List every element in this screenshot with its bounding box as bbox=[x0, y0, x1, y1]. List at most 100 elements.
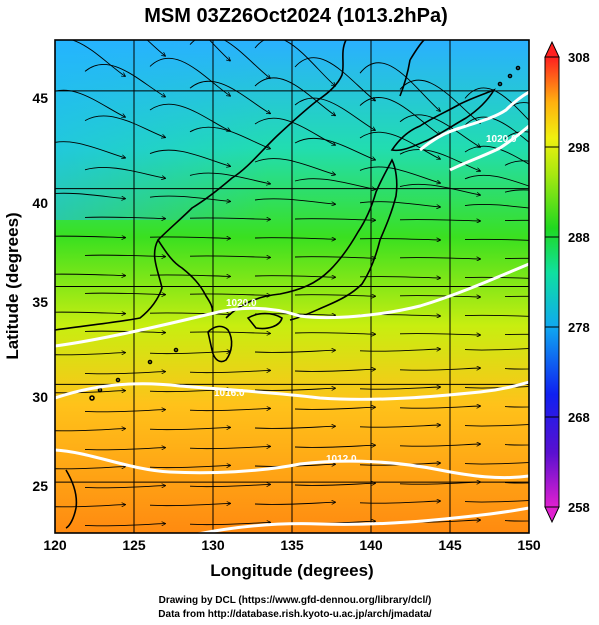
wind-streamline bbox=[464, 462, 529, 465]
wind-streamline bbox=[84, 448, 165, 451]
wind-streamline bbox=[254, 198, 335, 204]
wind-streamline bbox=[294, 369, 375, 372]
wind-streamline bbox=[399, 149, 480, 171]
wind-streamlines bbox=[55, 40, 529, 527]
wind-streamline bbox=[294, 219, 375, 221]
wind-streamline bbox=[254, 276, 335, 278]
wind-streamline bbox=[55, 353, 125, 356]
isobar-1016 bbox=[55, 380, 529, 401]
wind-streamline bbox=[464, 174, 529, 187]
wind-streamline bbox=[149, 237, 230, 239]
colorbar-tick-label: 288 bbox=[568, 230, 590, 245]
wind-streamline bbox=[84, 524, 165, 527]
wind-streamline bbox=[55, 192, 125, 198]
wind-streamline bbox=[464, 348, 529, 351]
wind-streamline bbox=[399, 295, 480, 297]
wind-streamline bbox=[359, 201, 440, 207]
isobar-label-1020-north: 1020.0 bbox=[486, 134, 517, 145]
wind-streamline bbox=[294, 257, 375, 259]
y-tick-label: 45 bbox=[32, 90, 48, 106]
wind-streamline bbox=[504, 520, 529, 522]
wind-streamline bbox=[294, 407, 375, 410]
wind-streamline bbox=[55, 40, 125, 77]
wind-streamline bbox=[254, 77, 335, 116]
credit-data-source: Data from http://database.rish.kyoto-u.a… bbox=[158, 609, 432, 620]
wind-streamline bbox=[504, 219, 529, 222]
wind-streamline bbox=[359, 349, 440, 352]
x-tick-label: 150 bbox=[517, 537, 541, 553]
wind-streamline bbox=[84, 331, 165, 333]
wind-streamline bbox=[399, 219, 480, 221]
wind-streamline bbox=[189, 126, 270, 148]
wind-streamline bbox=[399, 368, 480, 371]
wind-streamline bbox=[504, 160, 529, 166]
wind-streamline bbox=[464, 238, 529, 241]
wind-streamline bbox=[84, 115, 165, 137]
wind-streamline bbox=[359, 97, 440, 135]
colorbar-top-arrow bbox=[544, 40, 560, 58]
coastlines bbox=[55, 40, 521, 529]
isobar-1020-north-inner bbox=[449, 124, 529, 172]
x-tick-label: 145 bbox=[438, 537, 462, 553]
wind-streamline bbox=[294, 97, 375, 130]
isobar-label-1012: 1012.0 bbox=[326, 454, 357, 465]
wind-streamline bbox=[504, 295, 529, 298]
y-axis: 25 30 35 40 45 bbox=[32, 90, 48, 494]
wind-streamline bbox=[84, 255, 165, 257]
wind-streamline bbox=[464, 145, 529, 165]
wind-streamline bbox=[464, 276, 529, 279]
wind-streamline bbox=[149, 149, 230, 166]
isobars bbox=[55, 90, 529, 533]
wind-streamline bbox=[294, 333, 375, 335]
isobar-label-1016: 1016.0 bbox=[214, 388, 245, 399]
x-axis: 120 125 130 135 140 145 150 bbox=[43, 537, 541, 553]
wind-streamline bbox=[189, 522, 270, 526]
wind-streamline bbox=[464, 500, 529, 503]
wind-streamline bbox=[464, 203, 529, 209]
wind-streamline bbox=[359, 501, 440, 504]
colorbar-bottom-arrow bbox=[544, 506, 560, 524]
isobar-label-1020-south: 1020.0 bbox=[226, 298, 257, 309]
wind-streamline bbox=[504, 131, 529, 139]
wind-streamline bbox=[55, 236, 125, 238]
wind-streamline bbox=[84, 410, 165, 413]
x-tick-label: 140 bbox=[359, 537, 383, 553]
x-axis-label: Longitude (degrees) bbox=[210, 561, 373, 580]
wind-streamline bbox=[55, 505, 125, 508]
wind-streamline bbox=[55, 89, 125, 117]
wind-streamline bbox=[149, 57, 230, 96]
map-title: MSM 03Z26Oct2024 (1013.2hPa) bbox=[144, 5, 448, 27]
wind-streamline bbox=[149, 103, 230, 131]
wind-streamline bbox=[504, 257, 529, 260]
wind-streamline bbox=[55, 312, 125, 314]
wind-streamline bbox=[254, 388, 335, 391]
y-tick-label: 25 bbox=[32, 478, 48, 494]
wind-streamline bbox=[254, 502, 335, 505]
wind-streamline bbox=[189, 294, 270, 296]
wind-streamline bbox=[254, 426, 335, 429]
wind-streamline bbox=[294, 445, 375, 448]
x-tick-label: 125 bbox=[122, 537, 146, 553]
wind-streamline bbox=[208, 40, 230, 60]
wind-streamline bbox=[399, 333, 480, 335]
wind-streamline bbox=[55, 274, 125, 276]
wind-streamline bbox=[294, 137, 375, 159]
wind-streamline bbox=[399, 257, 480, 259]
x-tick-label: 120 bbox=[43, 537, 67, 553]
wind-streamline bbox=[359, 166, 440, 183]
wind-streamline bbox=[84, 217, 165, 219]
wind-streamline bbox=[294, 57, 375, 101]
x-tick-label: 130 bbox=[201, 537, 225, 553]
colorbar-tick-label: 278 bbox=[568, 320, 590, 335]
wind-streamline bbox=[359, 387, 440, 390]
wind-streamline bbox=[189, 370, 270, 374]
wind-streamline bbox=[55, 467, 125, 470]
wind-streamline bbox=[359, 425, 440, 428]
credit-drawing: Drawing by DCL (https://www.gfd-dennou.o… bbox=[159, 595, 432, 606]
wind-streamline bbox=[149, 427, 230, 431]
colorbar-tick-label: 298 bbox=[568, 140, 590, 155]
wind-streamline bbox=[254, 117, 335, 145]
wind-streamline bbox=[504, 368, 529, 370]
wind-streamline bbox=[464, 424, 529, 427]
